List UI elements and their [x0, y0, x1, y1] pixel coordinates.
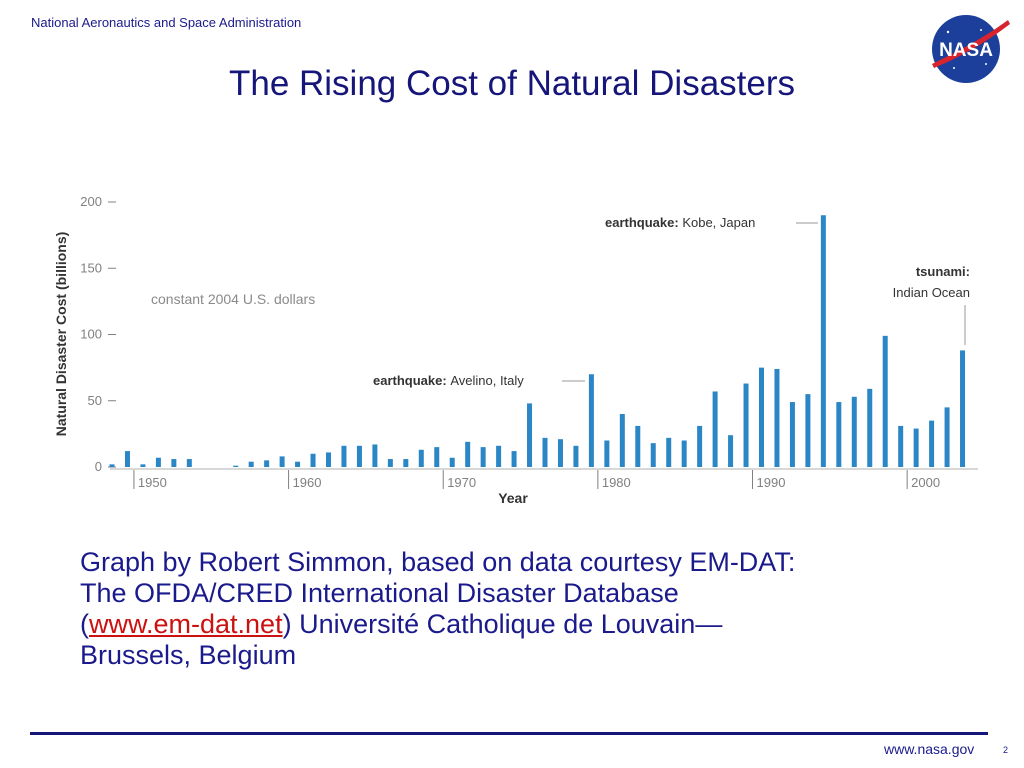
bar — [326, 452, 331, 467]
bar — [743, 383, 749, 467]
bar — [434, 447, 440, 467]
bar — [635, 425, 641, 467]
x-tick-label: 1980 — [602, 475, 631, 490]
bar — [511, 451, 517, 467]
x-tick-label: 1950 — [138, 475, 167, 490]
bar — [820, 215, 826, 467]
bar — [944, 407, 950, 467]
bar — [836, 402, 842, 467]
bar — [805, 394, 811, 467]
bar — [295, 461, 301, 467]
bar — [681, 440, 687, 467]
agency-name: National Aeronautics and Space Administr… — [31, 15, 302, 30]
bar — [496, 445, 502, 467]
bar — [712, 391, 718, 467]
bar — [527, 403, 533, 467]
bar — [418, 449, 424, 467]
x-axis-label: Year — [498, 490, 528, 506]
bar — [248, 461, 254, 467]
bar — [155, 457, 161, 467]
caption-line-2: The OFDA/CRED International Disaster Dat… — [80, 578, 679, 608]
bar — [774, 368, 780, 467]
caption-line-4: Brussels, Belgium — [80, 640, 297, 670]
bar — [789, 402, 795, 467]
bar — [124, 451, 130, 467]
bar — [882, 335, 888, 467]
caption-line-3: (www.em-dat.net) Université Catholique d… — [80, 609, 1000, 640]
bar — [279, 456, 285, 467]
x-tick-label: 1970 — [447, 475, 476, 490]
x-tick-label: 1990 — [757, 475, 786, 490]
annotation-kobe: earthquake: Kobe, Japan — [605, 215, 755, 230]
y-tick-label: 0 — [95, 459, 102, 474]
logo-text: NASA — [939, 40, 993, 61]
y-tick-label: 150 — [80, 260, 102, 275]
bar — [310, 453, 316, 467]
bar — [960, 350, 966, 467]
bar — [465, 441, 471, 467]
bar — [898, 425, 904, 467]
bar — [666, 437, 672, 467]
bar — [588, 374, 594, 467]
footer-divider — [30, 732, 988, 735]
bar — [480, 447, 486, 467]
bar — [759, 367, 764, 467]
bar — [728, 435, 734, 467]
bar — [913, 428, 919, 467]
bar — [929, 420, 935, 467]
bar — [542, 437, 548, 467]
bar — [140, 464, 146, 467]
caption: Graph by Robert Simmon, based on data co… — [80, 547, 1000, 671]
bar — [109, 464, 115, 467]
bar — [403, 459, 409, 467]
bar — [186, 459, 192, 467]
caption-line-1: Graph by Robert Simmon, based on data co… — [80, 547, 796, 577]
bar — [557, 439, 563, 467]
chart-note: constant 2004 U.S. dollars — [151, 291, 315, 307]
footer-url[interactable]: www.nasa.gov — [884, 741, 975, 757]
bar — [619, 414, 625, 467]
em-dat-link[interactable]: www.em-dat.net — [89, 609, 283, 639]
x-tick-label: 1960 — [293, 475, 322, 490]
caption-open-paren: ( — [80, 609, 89, 639]
annotation-avelino: earthquake: Avelino, Italy — [373, 373, 524, 388]
bar — [372, 444, 378, 467]
bar — [650, 443, 656, 467]
annotation-tsunami-text: Indian Ocean — [893, 285, 970, 300]
annotation-tsunami-label: tsunami: — [916, 264, 970, 279]
slide-title: The Rising Cost of Natural Disasters — [228, 64, 796, 103]
page-number: 2 — [1003, 745, 1009, 755]
bar — [356, 445, 362, 467]
bar — [171, 459, 177, 467]
y-axis-label: Natural Disaster Cost (billions) — [53, 232, 69, 437]
y-tick-label: 100 — [80, 327, 102, 342]
bar — [387, 459, 393, 467]
y-tick-label: 200 — [80, 194, 102, 209]
bar — [233, 465, 239, 467]
nasa-logo-icon: NASA — [932, 15, 1010, 83]
x-tick-label: 2000 — [911, 475, 940, 490]
y-tick-label: 50 — [88, 393, 102, 408]
bar — [341, 445, 347, 467]
bar — [449, 457, 455, 467]
bar — [851, 396, 857, 467]
bar — [604, 440, 610, 467]
bar — [264, 460, 270, 467]
bar — [697, 425, 703, 467]
bar — [867, 388, 873, 467]
caption-line-3-rest: ) Université Catholique de Louvain— — [282, 609, 723, 639]
bar — [573, 445, 579, 467]
